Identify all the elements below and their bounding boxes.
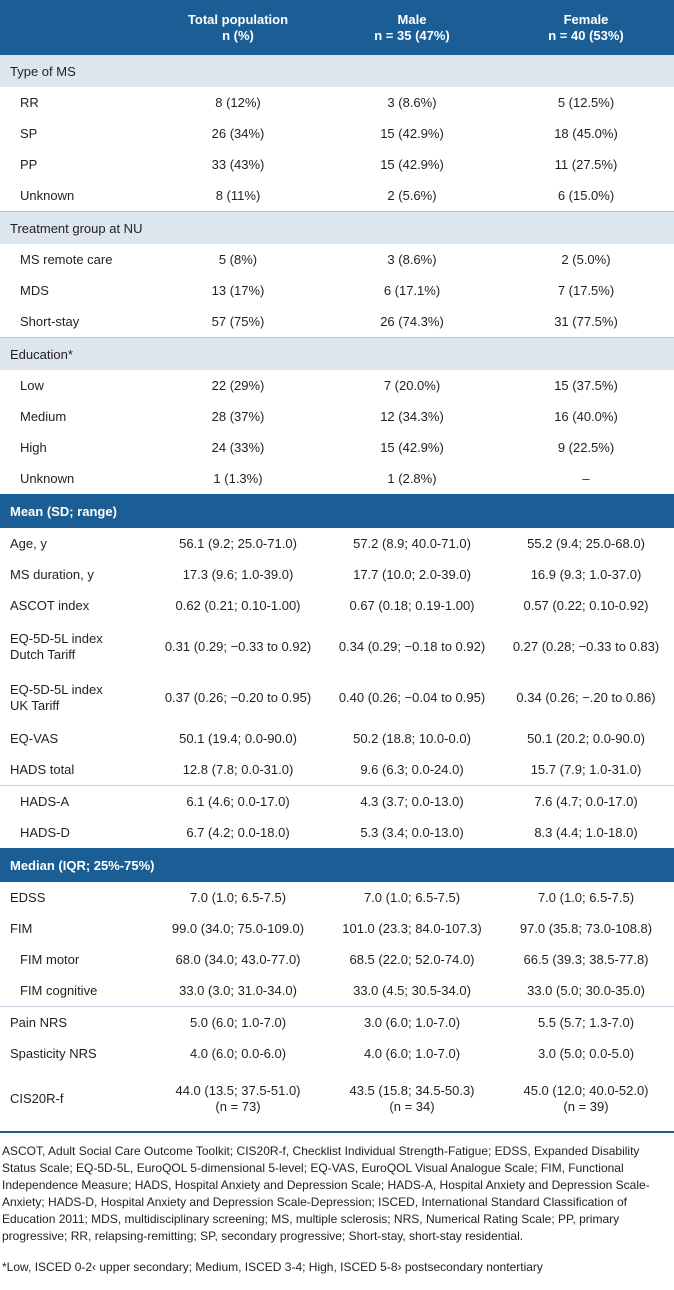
table-row: MS duration, y 17.3 (9.6; 1.0-39.0) 17.7 (… — [10, 567, 642, 582]
table-row: Age, y 56.1 (9.2; 25.0-71.0) 57.2 (8.9; 40… — [10, 536, 645, 551]
table-row: HADS total 12.8 (7.8; 0.0-31.0) 9.6 (6.3; … — [10, 762, 642, 777]
table-row: CIS20R-f 44.0 (13.5; 37.5-51.0) (n = 73) 43… — [0, 1069, 674, 1131]
table-row: EQ-VAS 50.1 (19.4; 0.0-90.0) 50.2 (18.8; 1… — [10, 731, 645, 746]
row-label: EQ-5D-5L index UK Tariff — [10, 681, 103, 713]
table-row: Low 22 (29%) 7 (20.0%) 15 (37.5%) — [20, 378, 618, 393]
cell-female: 45.0 (12.0; 40.0-52.0) (n = 39) — [523, 1083, 649, 1114]
table-row: ASCOT index 0.62 (0.21; 0.10-1.00) 0.67 (0… — [10, 598, 649, 613]
table-row: MDS 13 (17%) 6 (17.1%) 7 (17.5%) — [20, 283, 615, 298]
table-row: EQ-5D-5L index Dutch Tariff 0.31 (0.29; −0… — [0, 621, 674, 672]
table-row: Unknown 1 (1.3%) 1 (2.8%) – — [20, 471, 590, 486]
cell-male: 43.5 (15.8; 34.5-50.3) (n = 34) — [349, 1083, 475, 1114]
table-row: Short-stay 57 (75%) 26 (74.3%) 31 (77.5%) — [20, 314, 618, 329]
band-median: Median (IQR; 25%-75%) — [0, 848, 674, 882]
table-row: HADS-D 6.7 (4.2; 0.0-18.0) 5.3 (3.4; 0.0-1… — [20, 825, 638, 840]
table-row: FIM cognitive 33.0 (3.0; 31.0-34.0) 33.0 (… — [20, 983, 645, 998]
header-total: Total population n (%) — [187, 11, 289, 43]
table-row: Unknown 8 (11%) 2 (5.6%) 6 (15.0%) — [20, 188, 615, 203]
table-row: FIM motor 68.0 (34.0; 43.0-77.0) 68.5 (22.… — [20, 952, 649, 967]
abbreviation-notes: ASCOT, Adult Social Care Outcome Toolkit… — [2, 1144, 650, 1243]
table-row: SP 26 (34%) 15 (42.9%) 18 (45.0%) — [20, 126, 618, 141]
band-mean: Mean (SD; range) — [0, 494, 674, 528]
table-row: HADS-A 6.1 (4.6; 0.0-17.0) 4.3 (3.7; 0.0-1… — [0, 785, 674, 817]
table-bottom-rule — [0, 1131, 674, 1133]
table-row: High 24 (33%) 15 (42.9%) 9 (22.5%) — [20, 440, 615, 455]
table-row: Spasticity NRS 4.0 (6.0; 0.0-6.0) 4.0 (6.0… — [10, 1046, 635, 1061]
table-row: EQ-5D-5L index UK Tariff 0.37 (0.26; −0.20… — [0, 672, 674, 723]
table-row: Pain NRS 5.0 (6.0; 1.0-7.0) 3.0 (6.0; 1.0-… — [0, 1006, 674, 1038]
table-row: FIM 99.0 (34.0; 75.0-109.0) 101.0 (23.3; 8… — [10, 921, 653, 936]
table-row: Medium 28 (37%) 12 (34.3%) 16 (40.0%) — [20, 409, 618, 424]
table-row: MS remote care 5 (8%) 3 (8.6%) 2 (5.0%) — [20, 252, 611, 267]
section-education: Education* — [0, 337, 674, 370]
education-footnote: *Low, ISCED 0-2‹ upper secondary; Medium… — [2, 1260, 543, 1274]
header-female: Female n = 40 (53%) — [548, 11, 624, 43]
cell-total: 44.0 (13.5; 37.5-51.0) (n = 73) — [175, 1083, 301, 1114]
section-treatment-group: Treatment group at NU — [0, 211, 674, 244]
section-type-of-ms: Type of MS — [0, 55, 674, 87]
header-male: Male n = 35 (47%) — [374, 11, 450, 43]
table-row: EDSS 7.0 (1.0; 6.5-7.5) 7.0 (1.0; 6.5-7.5)… — [10, 890, 635, 905]
table-row: RR 8 (12%) 3 (8.6%) 5 (12.5%) — [20, 95, 615, 110]
header-empty — [0, 0, 150, 55]
characteristics-table: Total population n (%) Male n = 35 (47%) F… — [0, 0, 674, 1131]
row-label: EQ-5D-5L index Dutch Tariff — [10, 630, 103, 662]
table-header: Total population n (%) Male n = 35 (47%) F… — [0, 0, 674, 55]
table-row: PP 33 (43%) 15 (42.9%) 11 (27.5%) — [20, 157, 618, 172]
